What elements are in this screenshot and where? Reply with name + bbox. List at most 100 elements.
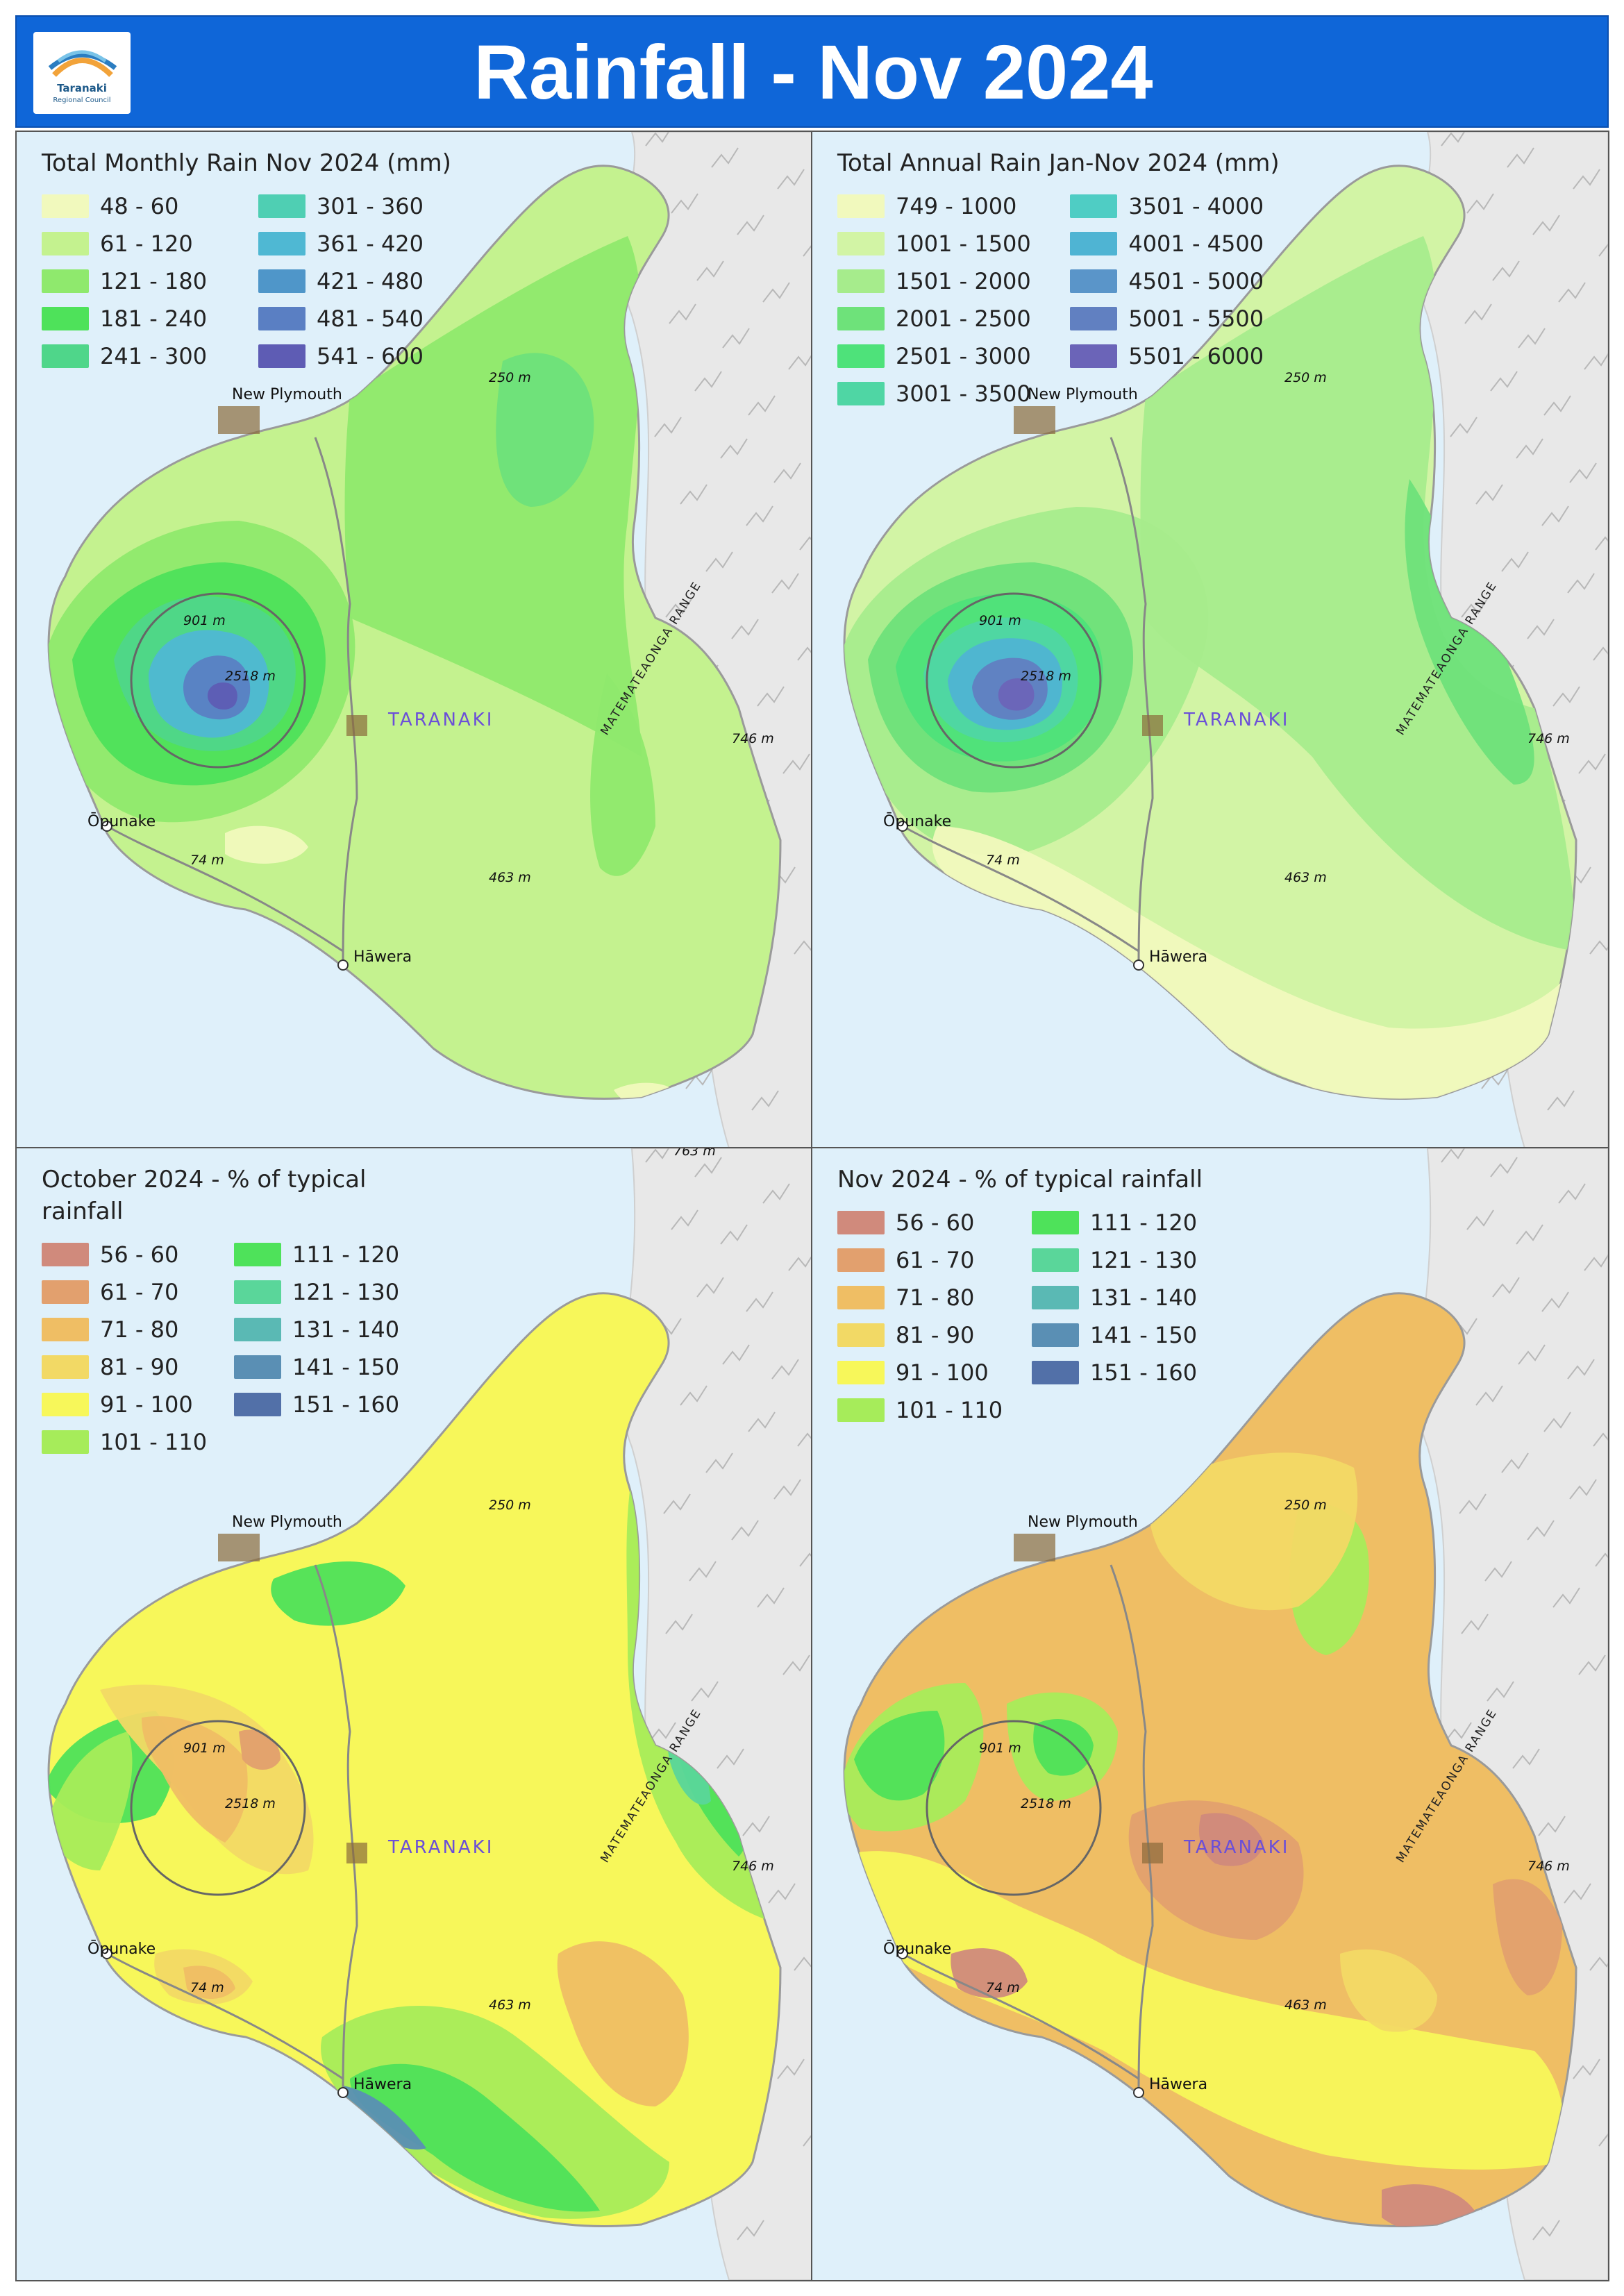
legend-item: 56 - 60 <box>42 1236 210 1273</box>
map-panel-monthly-rain: New Plymouth Ōpunake Hāwera TARANAKI 250 m 74… <box>15 131 814 1150</box>
label-opunake: Ōpunake <box>883 812 951 830</box>
legend-item: 3501 - 4000 <box>1070 187 1279 225</box>
terrain-ridge <box>803 2133 812 2147</box>
legend-swatch <box>837 382 885 405</box>
terrain-ridge <box>1475 484 1503 505</box>
terrain-ridge <box>685 1069 713 1089</box>
legend-item: 151 - 160 <box>1032 1354 1203 1391</box>
legend-swatch <box>1032 1286 1080 1309</box>
terrain-ridge <box>1490 371 1518 392</box>
terrain-ridge <box>645 132 670 146</box>
highway-road <box>1110 1564 1154 2093</box>
legend: October 2024 - % of typical rainfall 56 -… <box>42 1164 403 1461</box>
legend-label: 241 - 300 <box>100 343 208 369</box>
terrain-ridge <box>1598 2133 1608 2147</box>
legend-item: 131 - 140 <box>1032 1279 1203 1316</box>
terrain-ridge <box>1584 353 1608 370</box>
label-elev-463: 463 m <box>489 1997 531 2013</box>
legend-swatch <box>42 269 89 293</box>
legend-label: 71 - 80 <box>100 1316 179 1343</box>
legend-label: 4501 - 5000 <box>1128 268 1264 294</box>
legend-item: 91 - 100 <box>837 1354 1008 1391</box>
terrain-ridge <box>1512 1748 1540 1769</box>
label-elev-463: 463 m <box>1284 1997 1327 2013</box>
label-hawera: Hāwera <box>353 948 412 966</box>
terrain-ridge <box>717 1748 744 1769</box>
label-elev-74: 74 m <box>986 1980 1020 1995</box>
national-park-boundary <box>130 592 306 769</box>
terrain-ridge <box>669 303 696 324</box>
rainfall-zone <box>208 682 237 710</box>
legend-item: 481 - 540 <box>258 300 451 337</box>
legend-item: 141 - 150 <box>234 1348 403 1386</box>
label-elev-250: 250 m <box>1284 1498 1327 1513</box>
terrain-ridge <box>1527 619 1555 639</box>
label-elev-74: 74 m <box>190 853 224 868</box>
hawera-marker <box>1133 960 1144 971</box>
legend-swatch <box>258 344 305 368</box>
page-title: Rainfall - Nov 2024 <box>474 30 1153 115</box>
label-taranaki: TARANAKI <box>1183 710 1289 730</box>
terrain-ridge <box>1569 1479 1597 1500</box>
terrain-ridge <box>1573 169 1600 190</box>
legend-swatch <box>837 307 885 330</box>
terrain-ridge <box>696 260 724 281</box>
terrain-ridge <box>803 243 812 257</box>
terrain-ridge <box>1578 1654 1606 1675</box>
legend-label: 361 - 420 <box>316 231 424 257</box>
label-elev-901: 901 m <box>979 1741 1021 1756</box>
new-plymouth-urban <box>1014 406 1055 434</box>
terrain-ridge <box>1595 536 1608 551</box>
legend-label: 61 - 120 <box>100 231 193 257</box>
map-svg: New Plymouth Ōpunake Hāwera TARANAKI 250 m 74… <box>47 1148 812 2280</box>
legend-grid: 749 - 1000 1001 - 1500 1501 - 2000 2001 - 2… <box>837 187 1280 412</box>
header-banner: Taranaki Regional Council Rainfall - Nov… <box>15 15 1609 128</box>
label-opunake: Ōpunake <box>87 812 156 830</box>
legend: Nov 2024 - % of typical rainfall 56 - 60 6… <box>837 1164 1203 1429</box>
terrain-ridge <box>722 328 750 349</box>
legend-swatch <box>1032 1361 1080 1384</box>
legend-swatch <box>42 232 89 255</box>
terrain-ridge <box>1532 2220 1560 2240</box>
terrain-ridge <box>746 1291 773 1312</box>
terrain-ridge <box>757 686 785 707</box>
terrain-ridge <box>1461 597 1489 618</box>
legend-swatch <box>837 344 885 368</box>
legend-item: 151 - 160 <box>234 1386 403 1423</box>
legend-label: 5501 - 6000 <box>1128 343 1264 369</box>
legend-swatch <box>1070 307 1118 330</box>
terrain-ridge <box>782 753 810 774</box>
label-elev-2518: 2518 m <box>1021 1796 1071 1811</box>
terrain-ridge <box>1487 1681 1514 1702</box>
label-new-plymouth: New Plymouth <box>1028 386 1138 403</box>
legend-item: 121 - 130 <box>234 1273 403 1311</box>
map-svg: New Plymouth Ōpunake Hāwera TARANAKI 250 m 74… <box>47 132 812 1148</box>
terrain-ridge <box>1573 2059 1600 2079</box>
terrain-ridge <box>799 536 812 551</box>
legend-label: 131 - 140 <box>1090 1284 1198 1311</box>
legend-item: 131 - 140 <box>234 1311 403 1348</box>
legend-title: Nov 2024 - % of typical rainfall <box>837 1166 1203 1193</box>
opunake-marker <box>101 821 112 832</box>
terrain-ridge <box>1518 1344 1546 1365</box>
legend-label: 301 - 360 <box>316 193 424 219</box>
label-taranaki: TARANAKI <box>1183 1837 1289 1858</box>
legend-item: 1501 - 2000 <box>837 262 1046 300</box>
map-svg: New Plymouth Ōpunake Hāwera TARANAKI 250 m 74… <box>843 1148 1608 2280</box>
label-new-plymouth: New Plymouth <box>1028 1514 1138 1531</box>
legend-item: 101 - 110 <box>42 1423 210 1461</box>
legend-label: 421 - 480 <box>316 268 424 294</box>
terrain-ridge <box>1589 940 1608 955</box>
legend-swatch <box>837 269 885 293</box>
terrain-ridge <box>773 462 801 483</box>
legend-label: 5001 - 5500 <box>1128 305 1264 332</box>
legend-label: 1501 - 2000 <box>896 268 1031 294</box>
legend-item: 4501 - 5000 <box>1070 262 1279 300</box>
terrain-ridge <box>1490 1157 1518 1178</box>
logo-name: Taranaki <box>57 82 107 94</box>
terrain-ridge <box>731 619 759 639</box>
terrain-ridge <box>794 940 812 955</box>
label-elev-463: 463 m <box>1284 870 1327 885</box>
label-elev-746: 746 m <box>732 1859 774 1874</box>
legend-item: 91 - 100 <box>42 1386 210 1423</box>
